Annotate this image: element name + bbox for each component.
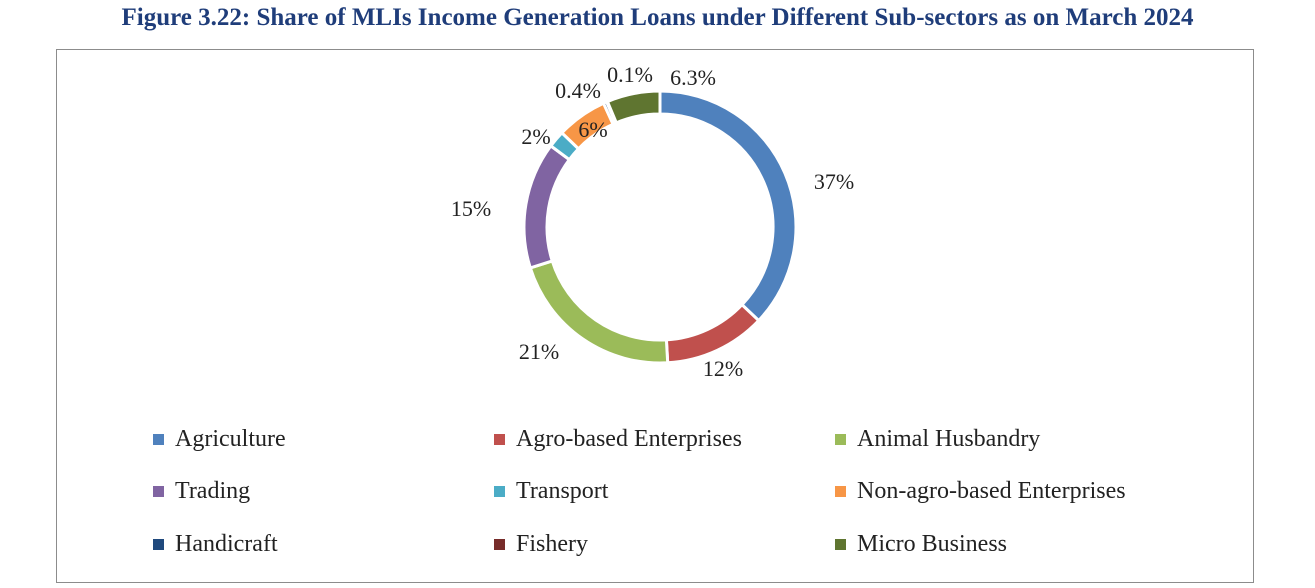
data-label-transport: 2%	[521, 124, 550, 149]
donut-slices	[522, 89, 798, 365]
data-label-non-agro-based-enterprises: 6%	[578, 117, 607, 142]
data-label-micro-business: 6.3%	[670, 65, 716, 90]
slice-agriculture	[658, 89, 798, 323]
data-label-handicraft: 0.4%	[555, 78, 601, 103]
figure-title: Figure 3.22: Share of MLIs Income Genera…	[121, 4, 1194, 31]
slice-agro-based-enterprises	[664, 302, 761, 365]
slice-labels: 37% 12% 21% 15% 2% 6% 0.4%0.1% 6.3%	[451, 62, 854, 381]
data-label-agro-based-enterprises: 12%	[703, 356, 743, 381]
data-label-animal-husbandry: 21%	[519, 339, 559, 364]
chart-frame: 37% 12% 21% 15% 2% 6% 0.4% 0.1% 6.3% Agriculture…	[56, 49, 1254, 583]
slice-trading	[522, 143, 572, 270]
data-label-trading: 15%	[451, 196, 491, 221]
data-label-fishery: 0.1%	[607, 62, 653, 87]
data-label-agriculture: 37%	[814, 169, 854, 194]
slice-micro-business	[605, 89, 662, 125]
donut-chart: 37% 12% 21% 15% 2% 6% 0.4%0.1% 6.3%	[451, 62, 854, 381]
